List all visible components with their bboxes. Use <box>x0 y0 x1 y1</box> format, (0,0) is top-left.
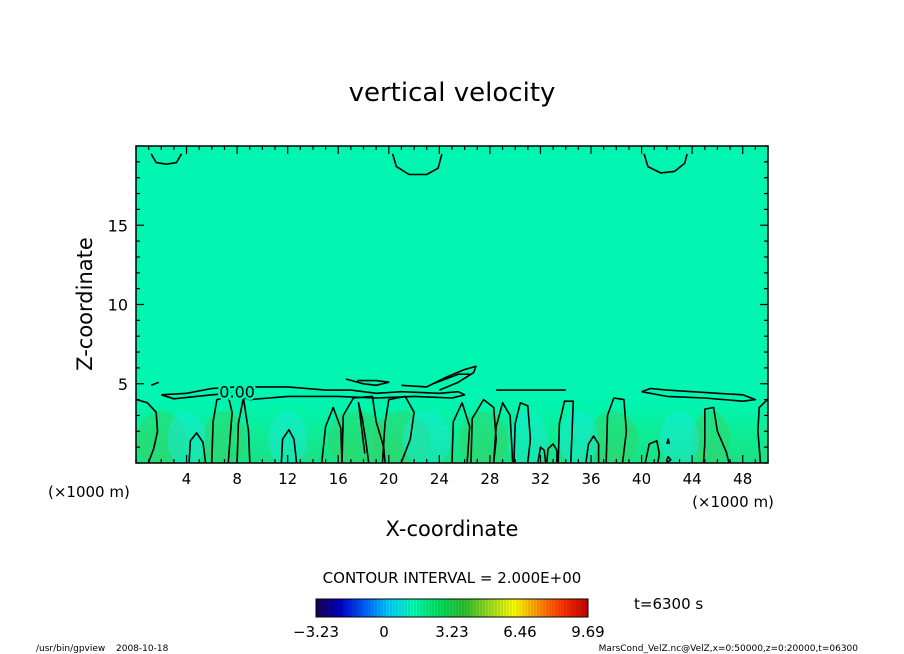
contour-line <box>345 378 390 387</box>
contour-line <box>391 153 443 176</box>
x-tick-label: 32 <box>531 470 550 488</box>
colorbar-tick-label: −3.23 <box>293 623 339 641</box>
y-tick-label: 15 <box>108 216 128 235</box>
x-unit-label: (×1000 m) <box>692 493 774 511</box>
contour-line <box>280 428 298 463</box>
contour-line <box>357 401 370 463</box>
colorbar-stripes <box>318 600 587 616</box>
y-unit-label: (×1000 m) <box>48 483 130 501</box>
colorbar-tick-label: 3.23 <box>435 623 468 641</box>
y-axis-label: Z-coordinate <box>73 237 97 371</box>
colorbar-gradient <box>315 598 589 618</box>
x-tick-label: 28 <box>480 470 499 488</box>
contour-line <box>136 398 159 463</box>
footer-date: 2008-10-18 <box>116 644 169 654</box>
x-tick-label: 8 <box>232 470 242 488</box>
time-label: t=6300 s <box>634 595 703 613</box>
contour-line <box>585 435 600 463</box>
x-tick-label: 44 <box>683 470 702 488</box>
footer-source: MarsCond_VelZ.nc@VelZ,x=0:50000,z=0:2000… <box>599 644 859 654</box>
x-tick-label: 36 <box>581 470 600 488</box>
contour-line <box>513 401 532 463</box>
x-tick-label: 20 <box>379 470 398 488</box>
footer-program: /usr/bin/gpview <box>36 644 105 654</box>
x-tick-labels: 4 8 12 16 20 24 28 32 36 40 44 48 <box>182 470 752 488</box>
contour-line <box>643 153 688 174</box>
contour-layer <box>136 153 768 463</box>
contour-line <box>432 373 470 385</box>
contour-line <box>666 455 672 463</box>
x-tick-label: 16 <box>329 470 348 488</box>
contour-line <box>451 401 471 463</box>
shading-patch <box>372 411 431 463</box>
contour-line <box>702 406 730 463</box>
colorbar: −3.23 0 3.23 6.46 9.69 <box>293 598 605 641</box>
colorbar-tick-labels: −3.23 0 3.23 6.46 9.69 <box>293 623 605 641</box>
contour-line <box>666 438 671 445</box>
y-tick-labels: 5 10 15 <box>108 216 128 394</box>
contour-interval-text: CONTOUR INTERVAL = 2.000E+00 <box>323 569 582 587</box>
contour-line <box>546 443 558 463</box>
contour-line <box>537 446 547 463</box>
colorbar-tick-label: 9.69 <box>571 623 604 641</box>
contour-line <box>150 153 183 165</box>
contour-line <box>605 397 628 463</box>
contour-line <box>188 432 207 463</box>
contour-line <box>150 381 160 387</box>
plot-area: 0.00 <box>135 145 769 464</box>
colorbar-tick-label: 0 <box>379 623 389 641</box>
contour-line <box>161 386 466 401</box>
contour-line <box>492 401 514 463</box>
x-tick-label: 40 <box>632 470 651 488</box>
shading-patch <box>660 411 699 463</box>
contour-line <box>381 395 415 463</box>
x-tick-label: 48 <box>733 470 752 488</box>
shading-patch <box>691 411 731 463</box>
contour-line <box>321 406 343 463</box>
contour-label: 0.00 <box>219 383 255 402</box>
shading-patch <box>268 411 308 463</box>
contour-line <box>401 365 477 391</box>
contour-line <box>211 395 233 463</box>
contour-line <box>641 387 757 403</box>
shading-patch <box>136 411 186 463</box>
colorbar-tick-label: 6.46 <box>503 623 536 641</box>
shading-patch <box>508 411 548 463</box>
shading-patch <box>459 411 508 463</box>
x-tick-label: 24 <box>430 470 449 488</box>
contour-line <box>644 439 661 463</box>
shading-patch <box>167 411 207 463</box>
contour-line <box>557 400 575 463</box>
y-tick-label: 10 <box>108 296 128 315</box>
y-tick-label: 5 <box>118 375 128 394</box>
x-tick-label: 12 <box>278 470 297 488</box>
chart-title: vertical velocity <box>349 78 556 108</box>
contour-line <box>757 399 768 463</box>
x-tick-label: 4 <box>182 470 192 488</box>
shading-patch <box>402 411 452 463</box>
x-axis-label: X-coordinate <box>386 517 519 541</box>
contour-line <box>236 397 251 463</box>
axis-ticks <box>135 145 769 464</box>
